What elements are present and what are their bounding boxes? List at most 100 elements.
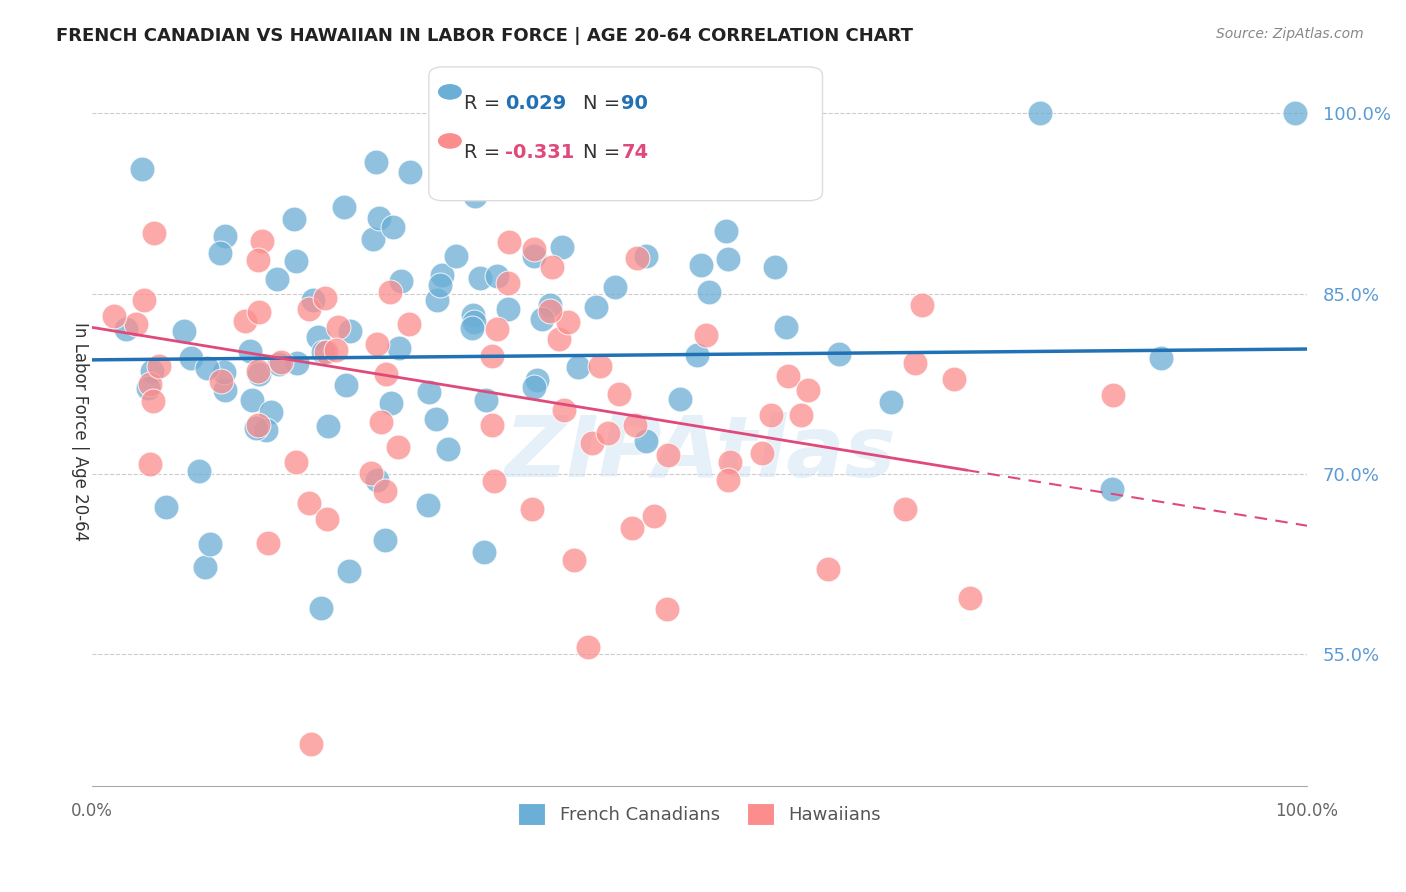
Point <box>538 303 561 318</box>
Point <box>378 285 401 299</box>
Point <box>426 293 449 307</box>
Point <box>624 417 647 432</box>
Point <box>418 498 440 512</box>
Point <box>567 359 589 374</box>
Point <box>697 285 720 299</box>
Point <box>598 426 620 441</box>
Point <box>247 368 270 382</box>
Text: N =: N = <box>583 94 627 112</box>
Point <box>657 448 679 462</box>
Point <box>1150 351 1173 365</box>
Point <box>418 384 440 399</box>
Point <box>436 442 458 456</box>
Point <box>496 302 519 317</box>
Point <box>214 383 236 397</box>
Point <box>214 229 236 244</box>
Point <box>247 252 270 267</box>
Point <box>337 564 360 578</box>
Point <box>585 300 607 314</box>
Point <box>240 393 263 408</box>
Point <box>260 405 283 419</box>
Point <box>298 302 321 317</box>
Point <box>959 591 981 605</box>
Point <box>718 455 741 469</box>
Point <box>468 270 491 285</box>
Point <box>398 317 420 331</box>
Point <box>547 333 569 347</box>
Point <box>461 321 484 335</box>
Point <box>114 322 136 336</box>
Point <box>387 441 409 455</box>
Point <box>550 240 572 254</box>
Point <box>368 211 391 226</box>
Point <box>209 246 232 260</box>
Point <box>763 260 786 274</box>
Point <box>266 272 288 286</box>
Point <box>523 380 546 394</box>
Point <box>180 351 202 365</box>
Point <box>132 293 155 307</box>
Text: 74: 74 <box>621 143 648 161</box>
Point <box>316 512 339 526</box>
Point <box>541 260 564 274</box>
Point <box>141 364 163 378</box>
Point <box>562 553 585 567</box>
Point <box>125 318 148 332</box>
Point <box>173 324 195 338</box>
Point <box>444 249 467 263</box>
Point <box>155 500 177 514</box>
Point <box>904 356 927 370</box>
Point <box>538 298 561 312</box>
Point <box>481 349 503 363</box>
Point <box>634 434 657 449</box>
Point <box>530 311 553 326</box>
Point <box>475 393 498 408</box>
Point <box>910 298 932 312</box>
Text: FRENCH CANADIAN VS HAWAIIAN IN LABOR FORCE | AGE 20-64 CORRELATION CHART: FRENCH CANADIAN VS HAWAIIAN IN LABOR FOR… <box>56 27 914 45</box>
Point <box>245 421 267 435</box>
Point <box>429 278 451 293</box>
Point <box>314 292 336 306</box>
Point <box>557 315 579 329</box>
Point <box>828 346 851 360</box>
Point <box>496 276 519 290</box>
Point <box>326 320 349 334</box>
Point <box>553 402 575 417</box>
Point <box>522 502 544 516</box>
Point <box>761 408 783 422</box>
Point <box>142 226 165 240</box>
Point <box>360 466 382 480</box>
Point <box>1101 387 1123 401</box>
Text: 0.029: 0.029 <box>505 94 567 112</box>
Point <box>270 354 292 368</box>
Point <box>430 268 453 282</box>
Point <box>626 251 648 265</box>
Point <box>605 280 627 294</box>
Point <box>481 418 503 433</box>
Point <box>254 423 277 437</box>
Point <box>1029 106 1052 120</box>
Point <box>209 374 232 388</box>
Point <box>297 496 319 510</box>
Point <box>389 274 412 288</box>
Text: -0.331: -0.331 <box>505 143 574 161</box>
Point <box>366 155 388 169</box>
Point <box>472 545 495 559</box>
Y-axis label: In Labor Force | Age 20-64: In Labor Force | Age 20-64 <box>72 322 90 541</box>
Point <box>1284 106 1306 120</box>
Point <box>247 305 270 319</box>
Point <box>315 345 337 359</box>
Point <box>148 359 170 374</box>
Point <box>309 601 332 615</box>
Point <box>312 345 335 359</box>
Point <box>103 309 125 323</box>
Point <box>283 212 305 227</box>
Point <box>714 224 737 238</box>
Point <box>576 640 599 655</box>
Point <box>136 381 159 395</box>
Point <box>307 330 329 344</box>
Point <box>775 320 797 334</box>
Point <box>485 322 508 336</box>
Point <box>523 249 546 263</box>
Point <box>620 521 643 535</box>
